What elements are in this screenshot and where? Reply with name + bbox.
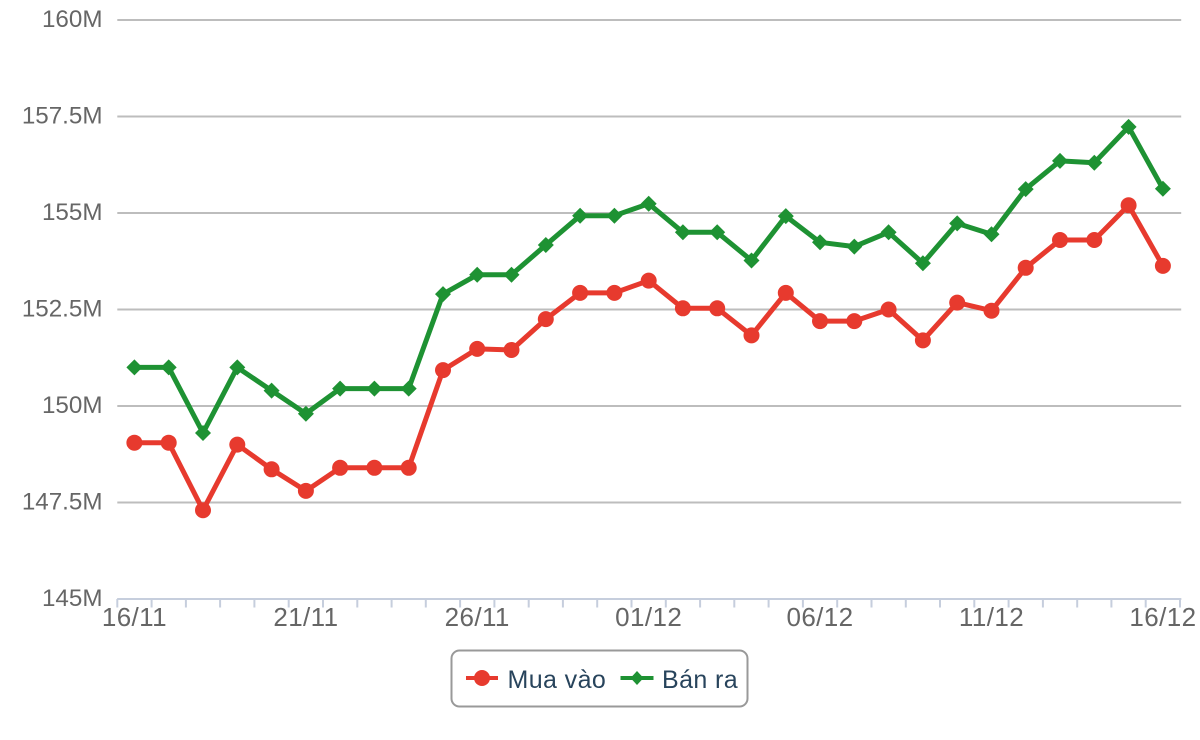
- svg-text:157.5M: 157.5M: [22, 102, 103, 129]
- svg-text:150M: 150M: [42, 392, 103, 419]
- svg-text:06/12: 06/12: [786, 602, 853, 632]
- svg-text:16/12: 16/12: [1129, 602, 1196, 632]
- svg-text:155M: 155M: [42, 199, 103, 226]
- svg-text:21/11: 21/11: [273, 602, 338, 632]
- svg-text:160M: 160M: [42, 6, 103, 33]
- svg-text:16/11: 16/11: [102, 602, 167, 632]
- svg-text:147.5M: 147.5M: [22, 488, 103, 515]
- svg-text:26/11: 26/11: [445, 602, 510, 632]
- svg-text:Mua vào: Mua vào: [508, 666, 607, 694]
- svg-text:152.5M: 152.5M: [22, 295, 103, 322]
- svg-text:11/12: 11/12: [959, 602, 1024, 632]
- svg-text:01/12: 01/12: [615, 602, 682, 632]
- svg-text:Bán ra: Bán ra: [662, 666, 738, 694]
- svg-text:145M: 145M: [42, 585, 103, 612]
